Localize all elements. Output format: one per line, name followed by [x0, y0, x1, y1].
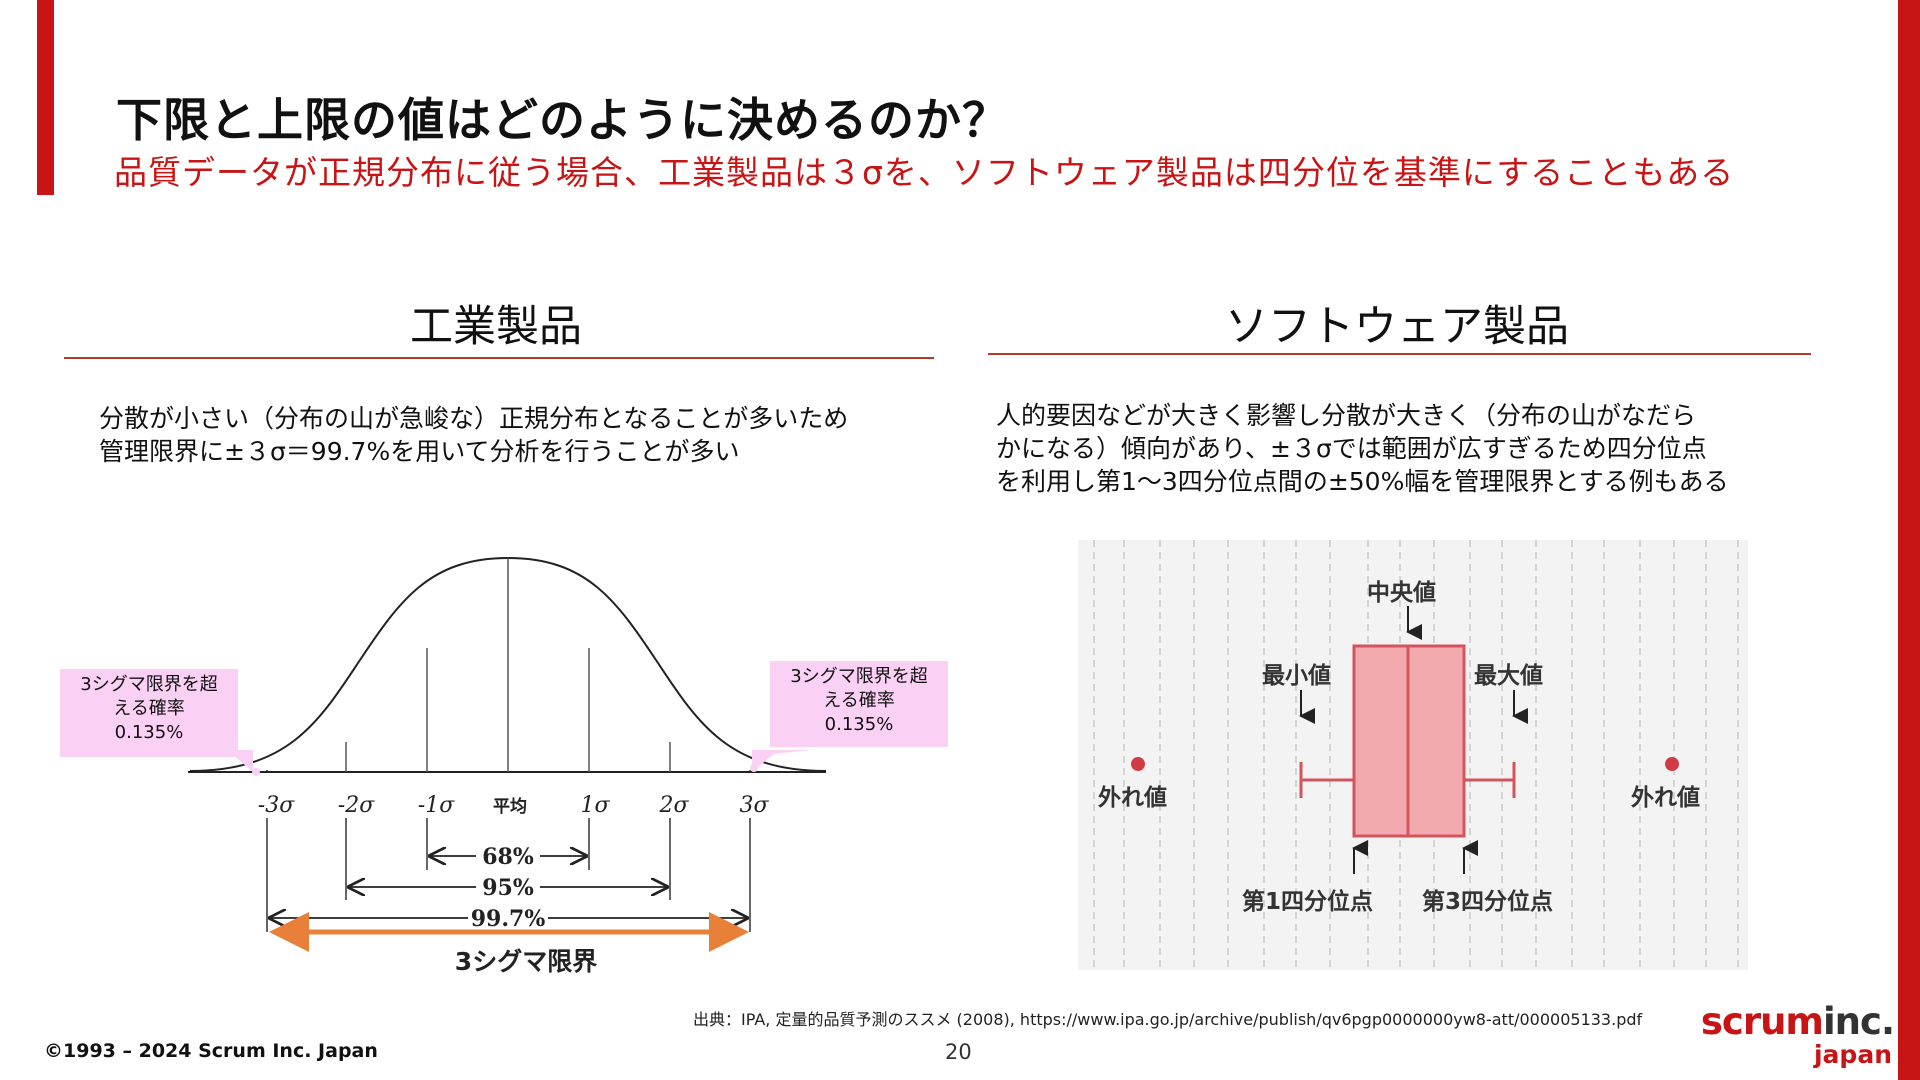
slide-title: 下限と上限の値はどのように決めるのか？: [116, 93, 1009, 147]
right-accent-bar: [1898, 0, 1920, 1080]
outlier-right: [1665, 757, 1679, 771]
left-desc-line2: 管理限界に±３σ＝99.7%を用いて分析を行うことが多い: [99, 437, 740, 466]
left-heading-rule: [64, 357, 934, 359]
label-q3: 第3四分位点: [1422, 889, 1554, 915]
callout-left-line3: 0.135%: [114, 722, 184, 743]
tick-minus2: -2σ: [338, 793, 375, 818]
label-outlier-left: 外れ値: [1098, 785, 1167, 811]
right-desc-line2: かになる）傾向があり、±３σでは範囲が広すぎるため四分位点: [996, 434, 1707, 463]
left-desc-line1: 分散が小さい（分布の山が急峻な）正規分布となることが多いため: [99, 404, 849, 433]
tick-plus2: 2σ: [658, 793, 689, 818]
right-description: 人的要因などが大きく影響し分散が大きく（分布の山がなだら かになる）傾向があり、…: [996, 399, 1729, 498]
label-q1: 第1四分位点: [1242, 889, 1374, 915]
left-heading: 工業製品: [410, 302, 582, 352]
label-median: 中央値: [1367, 580, 1436, 606]
logo-part2: inc.: [1822, 1000, 1895, 1043]
left-description: 分散が小さい（分布の山が急峻な）正規分布となることが多いため 管理限界に±３σ＝…: [99, 402, 848, 468]
scrum-inc-logo: scruminc. japan: [1701, 1000, 1895, 1072]
logo-part1: scrum: [1700, 1000, 1824, 1043]
callout-right-line3: 0.135%: [824, 714, 894, 735]
page-number: 20: [945, 1040, 972, 1064]
right-desc-line1: 人的要因などが大きく影響し分散が大きく（分布の山がなだら: [996, 401, 1697, 430]
right-heading-rule: [988, 353, 1811, 355]
range-68-label: 68%: [482, 844, 534, 870]
source-citation: 出典：IPA, 定量的品質予測のススメ (2008), https://www.…: [693, 1010, 1643, 1029]
callout-right-line2: える確率: [823, 690, 895, 711]
callout-left: 3シグマ限界を超 える確率 0.135%: [60, 669, 238, 757]
label-min: 最小値: [1262, 663, 1331, 689]
tick-minus1: -1σ: [418, 793, 455, 818]
tick-minus3: -3σ: [258, 793, 295, 818]
right-desc-line3: を利用し第1～3四分位点間の±50%幅を管理限界とする例もある: [996, 467, 1729, 496]
slide-subtitle: 品質データが正規分布に従う場合、工業製品は３σを、ソフトウェア製品は四分位を基準…: [114, 153, 1735, 192]
range-997-label: 99.7%: [471, 906, 546, 932]
three-sigma-limit-label: 3シグマ限界: [455, 947, 597, 976]
outlier-left: [1131, 757, 1145, 771]
copyright: ©1993 – 2024 Scrum Inc. Japan: [44, 1040, 378, 1062]
normal-distribution-diagram: -3σ -2σ -1σ 平均 1σ 2σ 3σ 68% 95% 99.7% 3シ…: [188, 556, 827, 976]
callout-right-line1: 3シグマ限界を超: [790, 666, 928, 687]
callout-right: 3シグマ限界を超 える確率 0.135%: [770, 661, 948, 747]
callout-left-line2: える確率: [113, 698, 185, 719]
callout-left-line1: 3シグマ限界を超: [80, 674, 218, 695]
tick-plus3: 3σ: [739, 793, 769, 818]
logo-sub: japan: [1813, 1040, 1892, 1069]
label-outlier-right: 外れ値: [1631, 785, 1700, 811]
right-heading: ソフトウェア製品: [1225, 302, 1569, 352]
range-95-label: 95%: [482, 875, 534, 901]
label-max: 最大値: [1474, 663, 1543, 689]
left-accent-bar: [37, 0, 54, 195]
tick-mean: 平均: [493, 796, 527, 817]
boxplot-diagram: [1078, 540, 1748, 970]
tick-plus1: 1σ: [580, 793, 610, 818]
